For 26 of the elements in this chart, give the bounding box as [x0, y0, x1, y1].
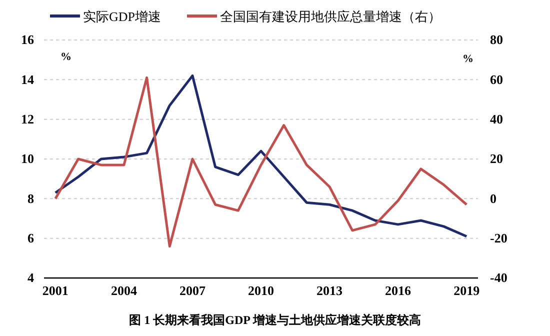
- legend-label: 全国国有建设用地供应总量增速（右）: [220, 9, 442, 24]
- x-tick-label: 2010: [248, 283, 274, 298]
- x-tick-label: 2019: [454, 283, 480, 298]
- y2-tick-label: 40: [490, 111, 503, 126]
- y2-axis-title: %: [462, 53, 474, 65]
- y-tick-label: 14: [21, 72, 34, 87]
- x-tick-label: 2004: [110, 283, 138, 298]
- y-axis-title: %: [60, 51, 72, 63]
- y-tick-label: 16: [21, 32, 34, 48]
- y-tick-label: 12: [21, 111, 34, 126]
- y-tick-label: 10: [21, 151, 34, 166]
- y2-tick-label: 20: [490, 151, 503, 166]
- caption: 图 1 长期来看我国GDP 增速与土地供应增速关联度较高: [129, 313, 421, 327]
- y-tick-label: 6: [28, 230, 34, 246]
- y-tick-label: 4: [28, 270, 34, 286]
- y-tick-label: 8: [28, 190, 34, 206]
- y2-tick-label: 0: [490, 190, 496, 206]
- legend-label: 实际GDP增速: [83, 9, 162, 24]
- x-tick-label: 2007: [179, 283, 206, 298]
- x-tick-label: 2016: [385, 283, 412, 298]
- y2-tick-label: -20: [490, 230, 508, 246]
- x-tick-label: 2001: [42, 283, 68, 298]
- y2-tick-label: 80: [490, 32, 503, 48]
- y2-tick-label: -40: [490, 270, 508, 286]
- x-tick-label: 2013: [316, 283, 344, 298]
- y2-tick-label: 60: [490, 72, 503, 87]
